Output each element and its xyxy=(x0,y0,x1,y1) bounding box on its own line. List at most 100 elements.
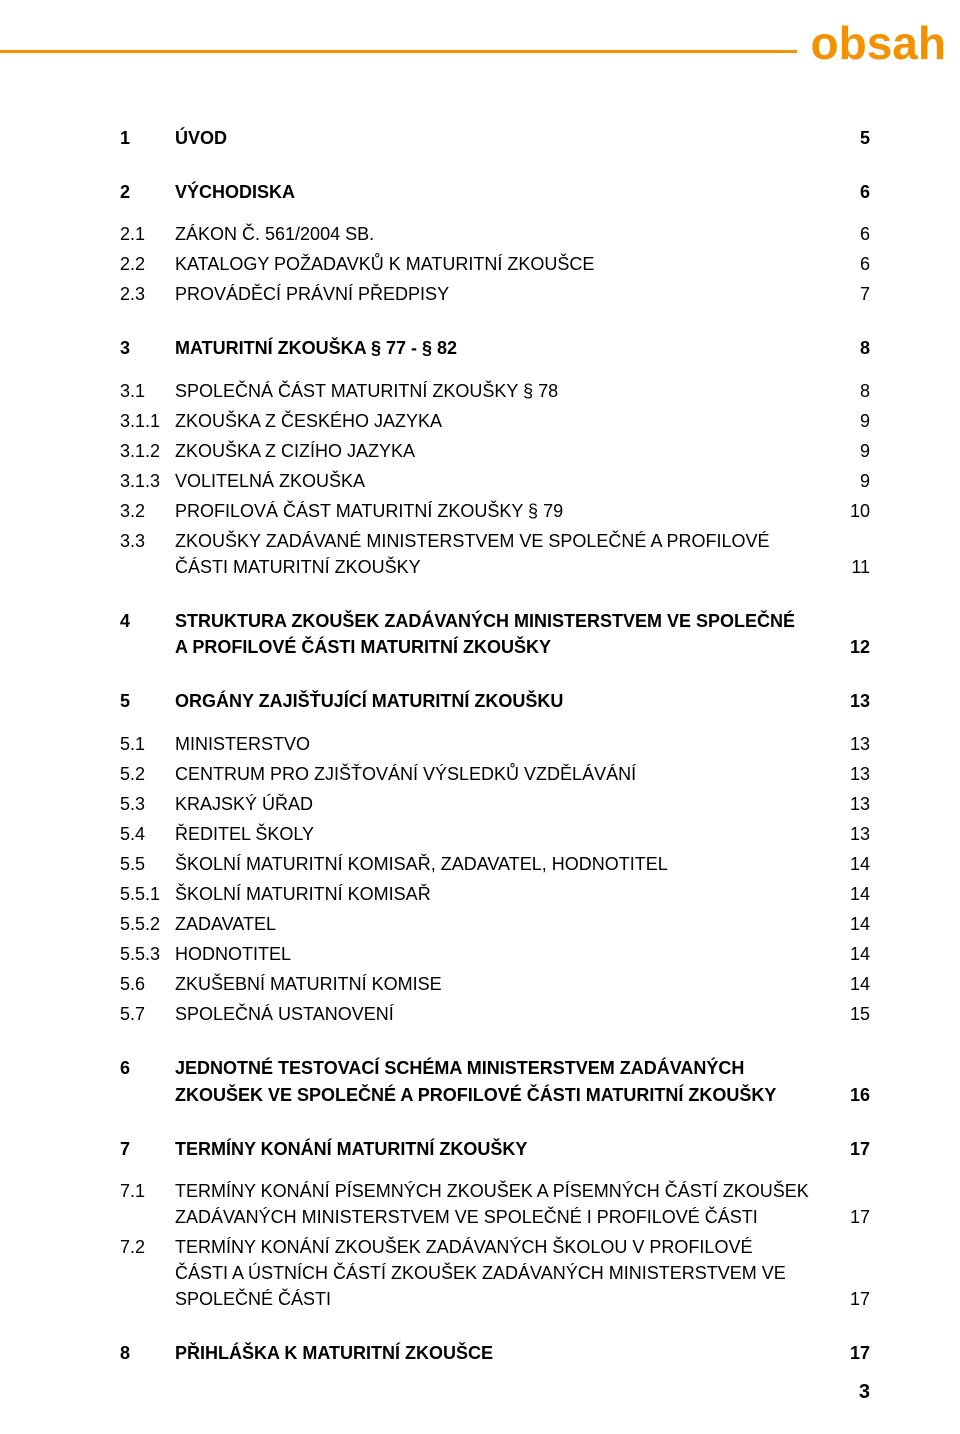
toc-page: 13 xyxy=(830,731,870,757)
toc-row: 2.1ZÁKON Č. 561/2004 SB.6 xyxy=(120,221,870,247)
toc-label: ÚVOD xyxy=(175,125,830,151)
toc-label: ZÁKON Č. 561/2004 SB. xyxy=(175,221,830,247)
toc-row: 3.2PROFILOVÁ ČÁST MATURITNÍ ZKOUŠKY § 79… xyxy=(120,498,870,524)
toc-page: 14 xyxy=(830,941,870,967)
toc-number: 6 xyxy=(120,1055,175,1081)
toc-page: 14 xyxy=(830,881,870,907)
toc-number: 5.3 xyxy=(120,791,175,817)
toc-row: 1ÚVOD5 xyxy=(120,125,870,151)
toc-label: PROFILOVÁ ČÁST MATURITNÍ ZKOUŠKY § 79 xyxy=(175,498,830,524)
toc-number: 5.6 xyxy=(120,971,175,997)
toc-gap xyxy=(120,1312,870,1340)
toc-row: 8PŘIHLÁŠKA K MATURITNÍ ZKOUŠCE17 xyxy=(120,1340,870,1366)
toc-page: 17 xyxy=(830,1204,870,1230)
toc-page: 15 xyxy=(830,1001,870,1027)
toc-number: 5.5.3 xyxy=(120,941,175,967)
toc-row: 5ORGÁNY ZAJIŠŤUJÍCÍ MATURITNÍ ZKOUŠKU13 xyxy=(120,688,870,714)
toc-row: 3.1SPOLEČNÁ ČÁST MATURITNÍ ZKOUŠKY § 788 xyxy=(120,378,870,404)
toc-label: PROVÁDĚCÍ PRÁVNÍ PŘEDPISY xyxy=(175,281,830,307)
toc-number: 7.1 xyxy=(120,1178,175,1204)
toc-gap xyxy=(120,205,870,221)
toc-label: ZKOUŠKA Z ČESKÉHO JAZYKA xyxy=(175,408,830,434)
toc-row: 2.3PROVÁDĚCÍ PRÁVNÍ PŘEDPISY7 xyxy=(120,281,870,307)
toc-row: 3.1.3VOLITELNÁ ZKOUŠKA9 xyxy=(120,468,870,494)
toc-label: MINISTERSTVO xyxy=(175,731,830,757)
toc-gap xyxy=(120,1108,870,1136)
toc-page: 11 xyxy=(830,554,870,580)
toc-page: 13 xyxy=(830,688,870,714)
toc-number: 3.3 xyxy=(120,528,175,554)
toc-gap xyxy=(120,362,870,378)
toc-row: 3MATURITNÍ ZKOUŠKA § 77 - § 828 xyxy=(120,335,870,361)
toc-label: VOLITELNÁ ZKOUŠKA xyxy=(175,468,830,494)
toc-number: 1 xyxy=(120,125,175,151)
toc-page: 14 xyxy=(830,971,870,997)
toc-number: 7.2 xyxy=(120,1234,175,1260)
toc-gap xyxy=(120,580,870,608)
toc-number: 3.1.2 xyxy=(120,438,175,464)
toc-page: 14 xyxy=(830,851,870,877)
toc-label: CENTRUM PRO ZJIŠŤOVÁNÍ VÝSLEDKŮ VZDĚLÁVÁ… xyxy=(175,761,830,787)
toc-gap xyxy=(120,1027,870,1055)
toc-label: ŠKOLNÍ MATURITNÍ KOMISAŘ xyxy=(175,881,830,907)
toc-label: SPOLEČNÁ USTANOVENÍ xyxy=(175,1001,830,1027)
toc-label: SPOLEČNÁ ČÁST MATURITNÍ ZKOUŠKY § 78 xyxy=(175,378,830,404)
toc-row: 2VÝCHODISKA6 xyxy=(120,179,870,205)
toc-number: 3 xyxy=(120,335,175,361)
toc-page: 14 xyxy=(830,911,870,937)
toc-number: 8 xyxy=(120,1340,175,1366)
toc-number: 7 xyxy=(120,1136,175,1162)
toc-label: ŘEDITEL ŠKOLY xyxy=(175,821,830,847)
toc-number: 5.7 xyxy=(120,1001,175,1027)
toc-number: 5.2 xyxy=(120,761,175,787)
toc-label: ORGÁNY ZAJIŠŤUJÍCÍ MATURITNÍ ZKOUŠKU xyxy=(175,688,830,714)
toc-row: 5.5.2ZADAVATEL14 xyxy=(120,911,870,937)
toc-number: 5.1 xyxy=(120,731,175,757)
header-bar: obsah xyxy=(0,20,960,80)
toc-label: STRUKTURA ZKOUŠEK ZADÁVANÝCH MINISTERSTV… xyxy=(175,608,830,660)
toc-row: 2.2KATALOGY POŽADAVKŮ K MATURITNÍ ZKOUŠC… xyxy=(120,251,870,277)
page: obsah 1ÚVOD52VÝCHODISKA62.1ZÁKON Č. 561/… xyxy=(0,0,960,1434)
toc-number: 2.2 xyxy=(120,251,175,277)
toc-number: 5.5.2 xyxy=(120,911,175,937)
toc-row: 3.3ZKOUŠKY ZADÁVANÉ MINISTERSTVEM VE SPO… xyxy=(120,528,870,580)
toc-label: TERMÍNY KONÁNÍ PÍSEMNÝCH ZKOUŠEK A PÍSEM… xyxy=(175,1178,830,1230)
toc-gap xyxy=(120,1366,870,1394)
toc-label: KRAJSKÝ ÚŘAD xyxy=(175,791,830,817)
toc-page: 13 xyxy=(830,761,870,787)
toc-label: TERMÍNY KONÁNÍ ZKOUŠEK ZADÁVANÝCH ŠKOLOU… xyxy=(175,1234,830,1312)
toc-label: VÝCHODISKA xyxy=(175,179,830,205)
toc-number: 3.2 xyxy=(120,498,175,524)
toc-number: 2.1 xyxy=(120,221,175,247)
toc-label: ZKOUŠKY ZADÁVANÉ MINISTERSTVEM VE SPOLEČ… xyxy=(175,528,830,580)
toc-row: 5.5.3HODNOTITEL14 xyxy=(120,941,870,967)
header-title: obsah xyxy=(811,17,946,69)
toc-label: MATURITNÍ ZKOUŠKA § 77 - § 82 xyxy=(175,335,830,361)
toc-row: 4STRUKTURA ZKOUŠEK ZADÁVANÝCH MINISTERST… xyxy=(120,608,870,660)
toc-row: 5.6ZKUŠEBNÍ MATURITNÍ KOMISE14 xyxy=(120,971,870,997)
toc-label: ŠKOLNÍ MATURITNÍ KOMISAŘ, ZADAVATEL, HOD… xyxy=(175,851,830,877)
toc-label: ZKUŠEBNÍ MATURITNÍ KOMISE xyxy=(175,971,830,997)
toc-label: KATALOGY POŽADAVKŮ K MATURITNÍ ZKOUŠCE xyxy=(175,251,830,277)
toc-label: JEDNOTNÉ TESTOVACÍ SCHÉMA MINISTERSTVEM … xyxy=(175,1055,830,1107)
toc-row: 3.1.1ZKOUŠKA Z ČESKÉHO JAZYKA9 xyxy=(120,408,870,434)
toc-label: PŘIHLÁŠKA K MATURITNÍ ZKOUŠCE xyxy=(175,1340,830,1366)
toc-number: 5 xyxy=(120,688,175,714)
toc-page: 12 xyxy=(830,634,870,660)
toc-gap xyxy=(120,715,870,731)
toc-number: 2.3 xyxy=(120,281,175,307)
toc-row: 7TERMÍNY KONÁNÍ MATURITNÍ ZKOUŠKY17 xyxy=(120,1136,870,1162)
toc-page: 9 xyxy=(830,408,870,434)
toc-row: 7.2TERMÍNY KONÁNÍ ZKOUŠEK ZADÁVANÝCH ŠKO… xyxy=(120,1234,870,1312)
toc-page: 13 xyxy=(830,821,870,847)
toc-row: 5.5ŠKOLNÍ MATURITNÍ KOMISAŘ, ZADAVATEL, … xyxy=(120,851,870,877)
toc-gap xyxy=(120,151,870,179)
toc-number: 3.1 xyxy=(120,378,175,404)
toc-page: 9 xyxy=(830,438,870,464)
header-title-box: obsah xyxy=(797,20,960,66)
toc-row: 5.1MINISTERSTVO13 xyxy=(120,731,870,757)
toc-page: 17 xyxy=(830,1286,870,1312)
toc-number: 5.4 xyxy=(120,821,175,847)
toc-page: 9 xyxy=(830,468,870,494)
toc-number: 4 xyxy=(120,608,175,634)
